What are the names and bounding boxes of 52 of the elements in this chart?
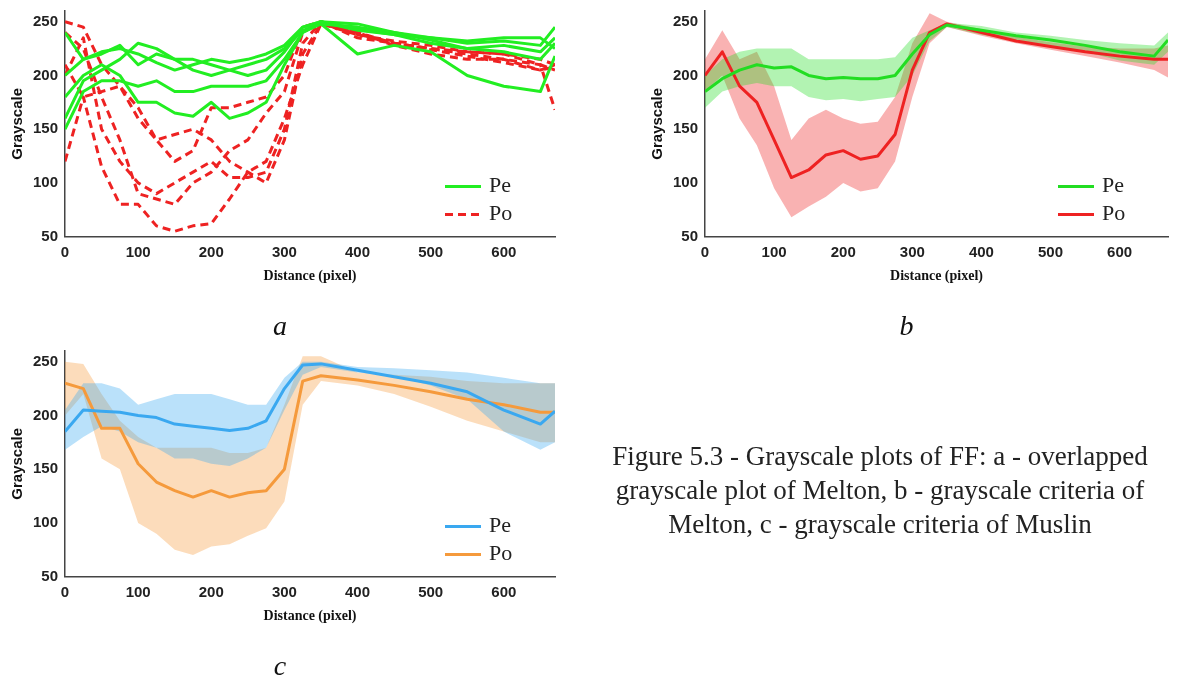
x-tick-label: 400 [968, 242, 994, 260]
y-tick-label: 200 [33, 405, 59, 423]
x-tick-label: 100 [125, 582, 151, 600]
y-tick-label: 150 [33, 459, 59, 477]
x-tick-label: 600 [491, 582, 517, 600]
y-tick-label: 150 [33, 119, 59, 137]
text: b [899, 309, 914, 341]
x-tick-label: 200 [830, 242, 856, 260]
legend-label: Po [489, 200, 513, 226]
y-tick-label: 100 [33, 513, 59, 531]
legend-label: Po [1102, 200, 1126, 226]
x-axis-title: Distance (pixel) [263, 267, 357, 284]
x-tick-label: 200 [198, 582, 224, 600]
y-tick-label: 50 [681, 226, 699, 244]
y-tick-label: 100 [673, 173, 699, 191]
x-axis-title: Distance (pixel) [890, 267, 984, 284]
y-tick-label: 200 [673, 65, 699, 83]
text: c [273, 649, 287, 681]
x-tick-label: 100 [125, 242, 151, 260]
legend-label: Pe [1102, 172, 1124, 198]
x-tick-label: 500 [418, 242, 444, 260]
legend-label: Po [489, 540, 513, 566]
x-tick-label: 300 [271, 582, 297, 600]
x-tick-label: 200 [198, 242, 224, 260]
x-tick-label: 400 [345, 242, 371, 260]
x-tick-label: 400 [345, 582, 371, 600]
text: Figure 5.3 - Grayscale plots of FF: a - overlapped grayscale plot of Melton, b - grayscale criteria of Melton, c - grayscale criteria of Muslin [611, 440, 1149, 541]
x-tick-label: 0 [60, 582, 70, 600]
y-axis-title: Grayscale [8, 87, 26, 160]
y-tick-label: 100 [33, 173, 59, 191]
x-tick-label: 100 [761, 242, 787, 260]
y-tick-label: 50 [41, 226, 59, 244]
x-tick-label: 300 [271, 242, 297, 260]
y-tick-label: 50 [41, 566, 59, 584]
x-tick-label: 600 [1107, 242, 1133, 260]
y-axis-title: Grayscale [648, 87, 666, 160]
x-tick-label: 0 [60, 242, 70, 260]
x-tick-label: 300 [899, 242, 925, 260]
x-axis-title: Distance (pixel) [263, 607, 357, 624]
x-tick-label: 0 [700, 242, 710, 260]
legend-label: Pe [489, 512, 511, 538]
y-axis-title: Grayscale [8, 427, 26, 500]
x-tick-label: 500 [1038, 242, 1064, 260]
x-tick-label: 500 [418, 582, 444, 600]
y-tick-label: 250 [673, 11, 699, 29]
y-tick-label: 250 [33, 11, 59, 29]
y-tick-label: 150 [673, 119, 699, 137]
y-tick-label: 200 [33, 65, 59, 83]
legend-label: Pe [489, 172, 511, 198]
text: a [273, 309, 287, 341]
x-tick-label: 600 [491, 242, 517, 260]
y-tick-label: 250 [33, 351, 59, 369]
